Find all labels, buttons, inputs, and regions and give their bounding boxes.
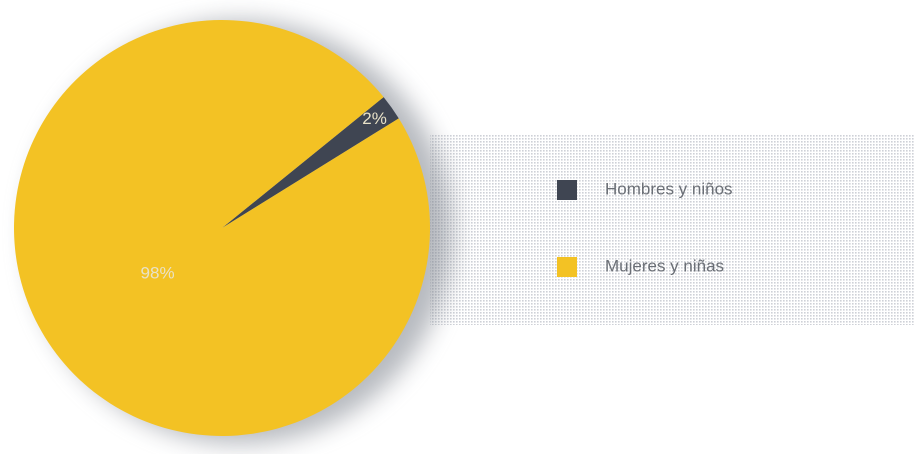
value-label: 98% [141, 263, 175, 282]
value-label: 2% [362, 109, 387, 128]
pie-slice [222, 97, 399, 229]
legend: Hombres y niños Mujeres y niñas [557, 179, 733, 277]
legend-swatch [557, 180, 577, 200]
legend-label: Hombres y niños [605, 179, 733, 198]
pie: 2% 98% [14, 20, 431, 437]
pie-slice [14, 20, 431, 437]
legend-label: Mujeres y niñas [605, 256, 724, 275]
legend-band [430, 135, 914, 325]
legend-swatch [557, 257, 577, 277]
